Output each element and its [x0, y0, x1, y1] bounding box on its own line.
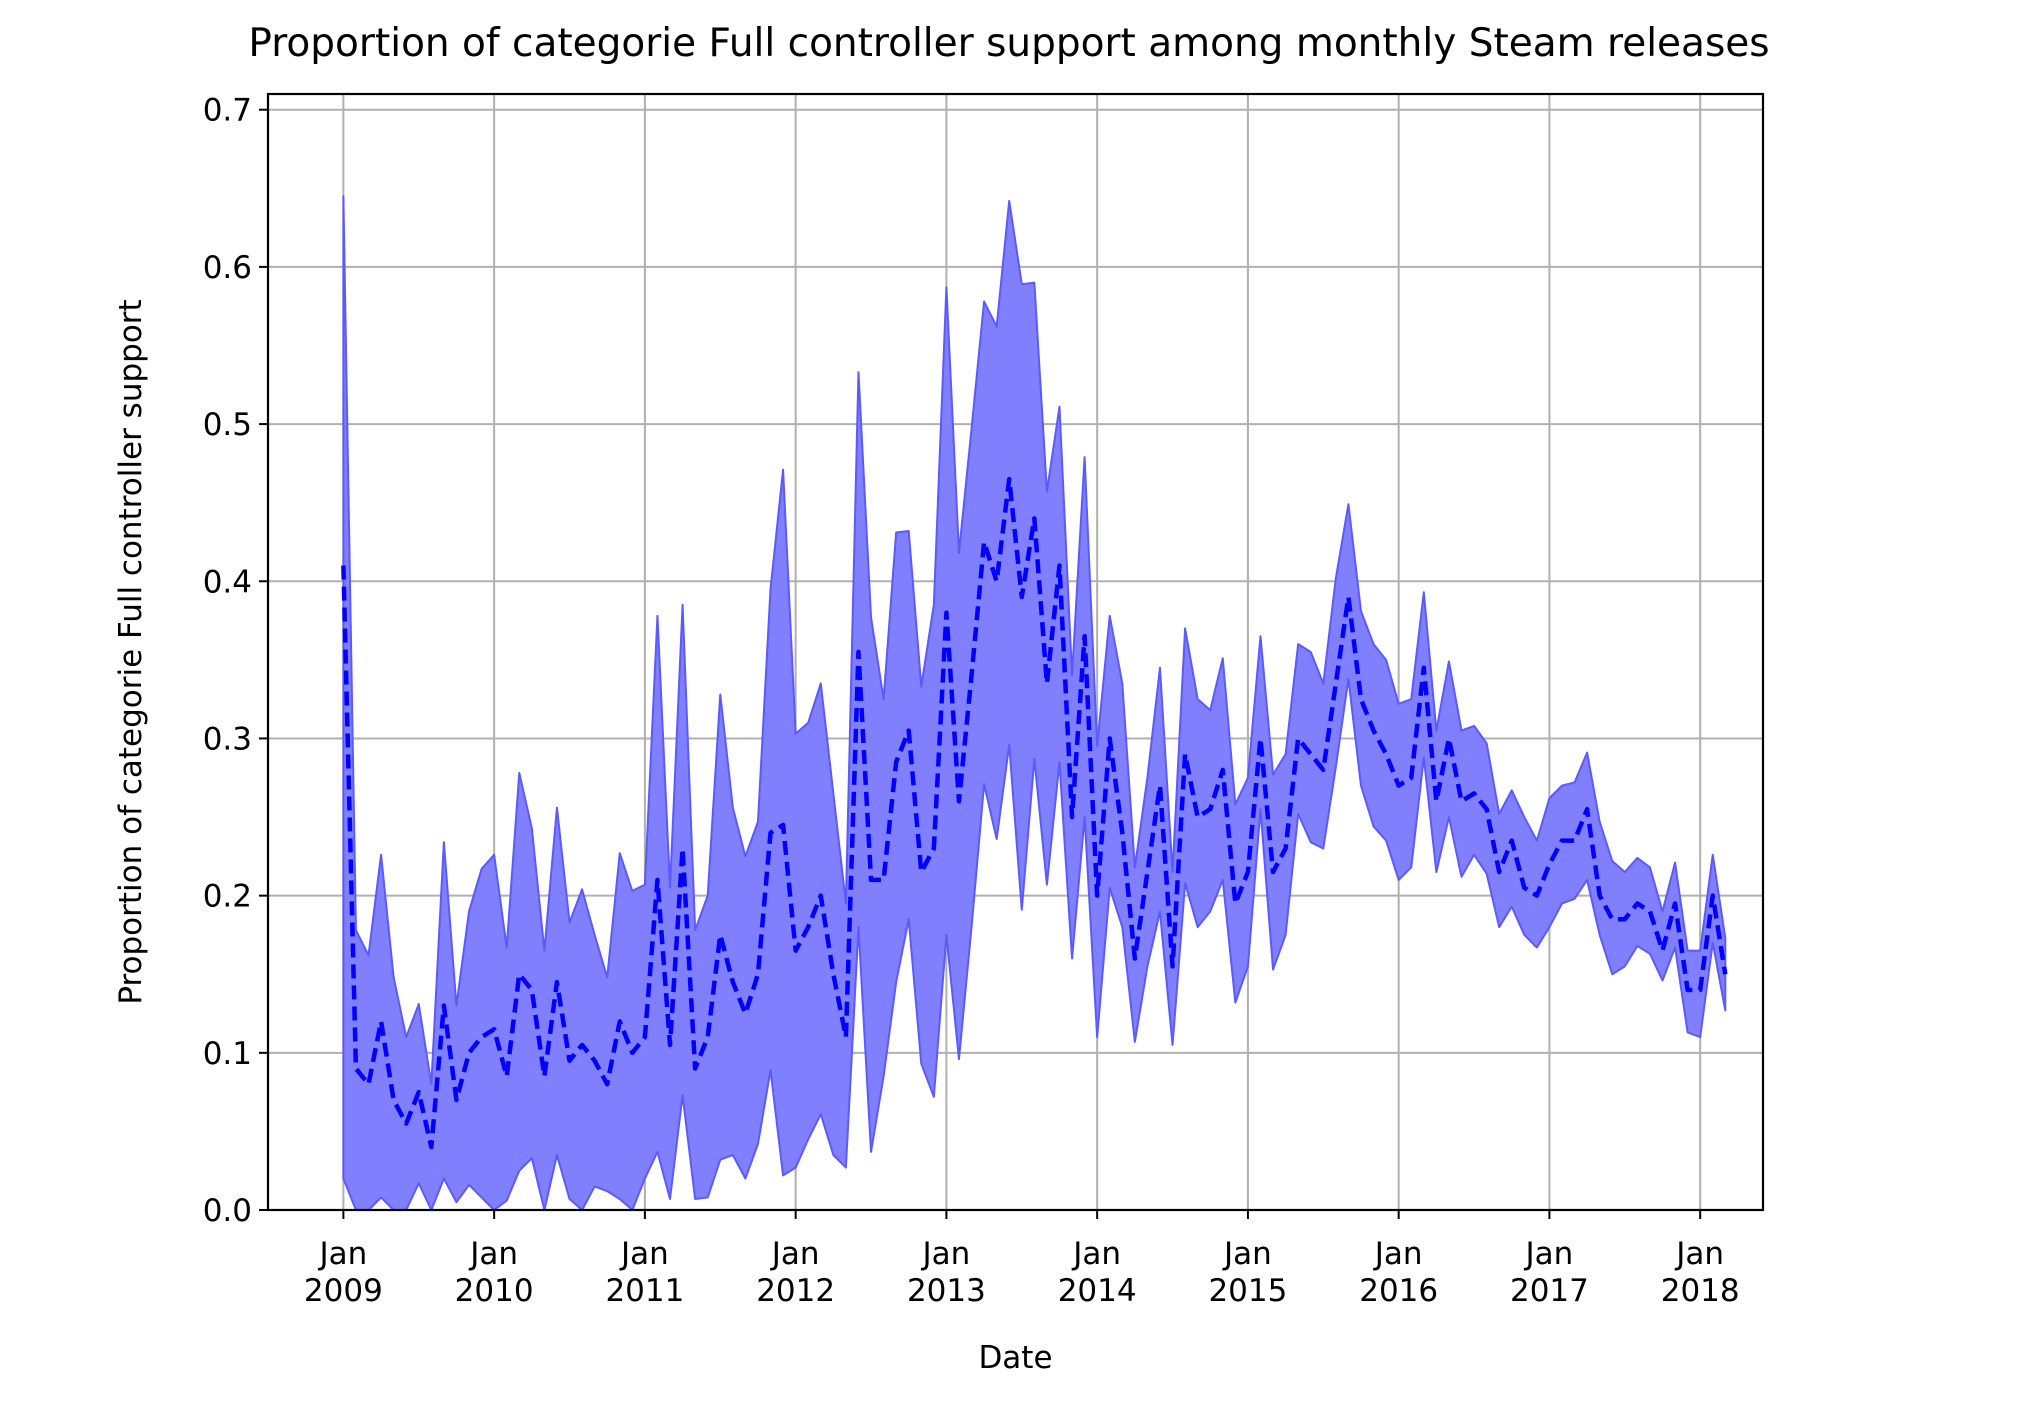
x-tick-label-month: Jan [921, 1236, 971, 1272]
y-tick-label: 0.5 [203, 407, 252, 443]
x-tick-label-month: Jan [468, 1236, 518, 1272]
x-tick-label-year: 2016 [1359, 1273, 1438, 1309]
x-tick-label-month: Jan [1373, 1236, 1423, 1272]
x-tick-label-year: 2018 [1661, 1273, 1740, 1309]
x-tick-label-year: 2012 [756, 1273, 835, 1309]
x-tick-label-month: Jan [1071, 1236, 1121, 1272]
plot-frame [266, 92, 1765, 1212]
x-tick-label-month: Jan [1674, 1236, 1724, 1272]
y-axis-label: Proportion of categorie Full controller … [113, 299, 149, 1004]
y-tick-label: 0.1 [203, 1036, 252, 1072]
x-tick-label-month: Jan [770, 1236, 820, 1272]
y-axis: 0.0 0.1 0.2 0.3 0.4 0.5 0.6 0.7 [203, 93, 268, 1229]
x-tick-label-year: 2010 [455, 1273, 534, 1309]
x-tick-label-year: 2009 [304, 1273, 383, 1309]
x-tick-label-year: 2015 [1208, 1273, 1287, 1309]
x-tick-label-month: Jan [317, 1236, 367, 1272]
chart-title: Proportion of categorie Full controller … [248, 21, 1769, 66]
x-tick-label-month: Jan [1524, 1236, 1574, 1272]
x-axis-label: Date [978, 1340, 1052, 1376]
y-tick-label: 0.6 [203, 250, 252, 286]
x-tick-label-year: 2013 [907, 1273, 986, 1309]
confidence-band [342, 195, 1727, 1211]
x-tick-label-month: Jan [1222, 1236, 1272, 1272]
y-tick-label: 0.0 [203, 1193, 252, 1229]
x-tick-label-year: 2011 [605, 1273, 684, 1309]
y-tick-label: 0.3 [203, 721, 252, 757]
x-axis: Jan2009Jan2010Jan2011Jan2012Jan2013Jan20… [304, 1210, 1740, 1309]
x-tick-label-year: 2017 [1510, 1273, 1589, 1309]
y-tick-label: 0.4 [203, 564, 252, 600]
mean-line [341, 476, 1728, 1150]
x-tick-label-month: Jan [619, 1236, 669, 1272]
y-tick-label: 0.7 [203, 93, 252, 129]
y-tick-label: 0.2 [203, 879, 252, 915]
x-tick-label-year: 2014 [1058, 1273, 1137, 1309]
